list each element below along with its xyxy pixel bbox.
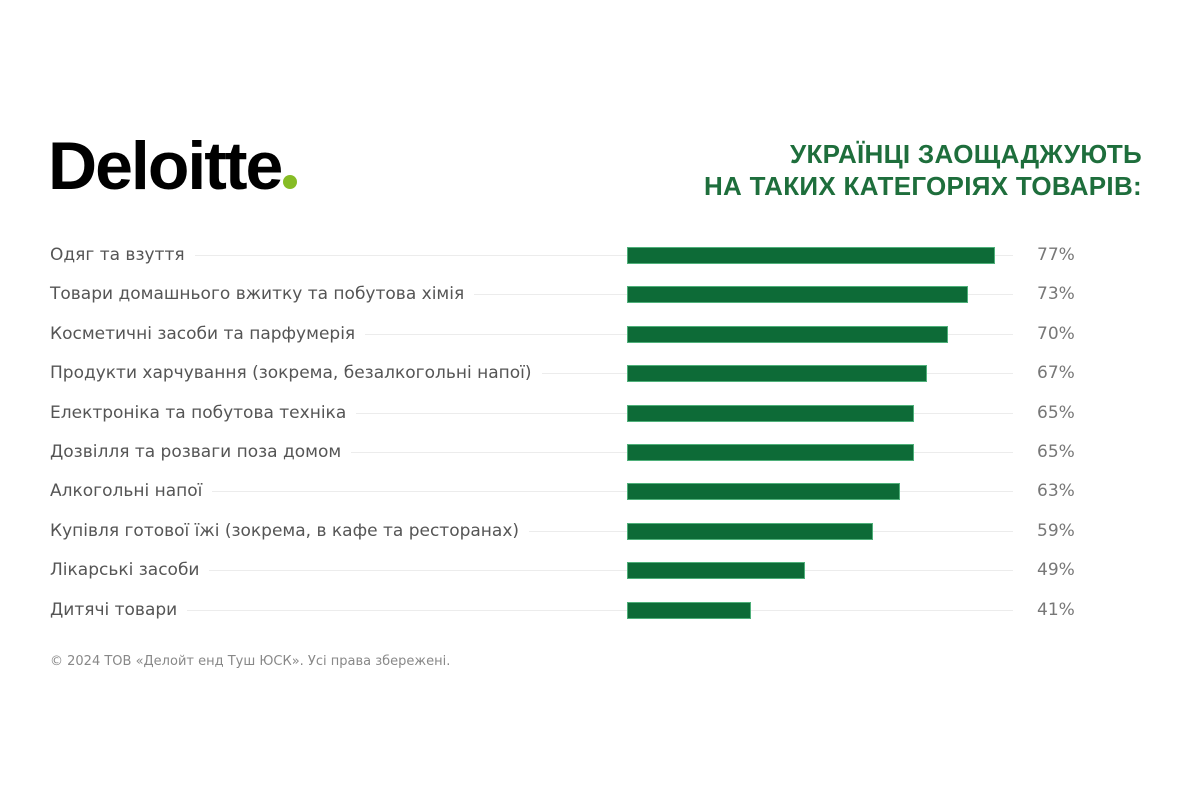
row-gridline: [50, 294, 1013, 296]
category-label: Дозвілля та розваги поза домом: [50, 440, 352, 464]
data-bar: [627, 522, 874, 540]
category-label: Електроніка та побутова техніка: [50, 400, 357, 425]
category-label: Лікарські засоби: [50, 558, 210, 583]
row-gridline: [50, 412, 1013, 414]
data-bar: [627, 601, 752, 619]
row-gridline: [50, 491, 1013, 493]
category-label: Купівля готової їжі (зокрема, в кафе та …: [50, 518, 530, 543]
logo-dot-icon: [283, 175, 298, 189]
copyright-footer: © 2024 ТОВ «Делойт енд Туш ЮСК». Усі пра…: [50, 654, 451, 669]
category-label: Одяг та взуття: [50, 243, 195, 267]
value-label: 65%: [1033, 400, 1075, 425]
value-label: 41%: [1033, 597, 1075, 622]
data-bar: [627, 444, 914, 461]
chart-title-line-2: НА ТАКИХ КАТЕГОРІЯХ ТОВАРІВ:: [703, 171, 1142, 201]
chart-row: Лікарські засоби 49%: [0, 558, 1200, 583]
chart-title: УКРАЇНЦІ ЗАОЩАДЖУЮТЬ НА ТАКИХ КАТЕГОРІЯХ…: [704, 138, 1142, 202]
row-gridline: [50, 609, 1013, 611]
value-label: 49%: [1033, 558, 1075, 583]
category-label: Косметичні засоби та парфумерія: [50, 321, 366, 346]
value-label: 67%: [1033, 361, 1075, 386]
chart-row: Електроніка та побутова техніка 65%: [0, 400, 1200, 425]
category-label: Алкогольні напої: [50, 479, 213, 504]
value-label: 65%: [1033, 440, 1075, 464]
value-label: 77%: [1033, 243, 1075, 267]
data-bar: [627, 483, 901, 501]
chart-row: Алкогольні напої 63%: [0, 479, 1200, 504]
row-gridline: [50, 333, 1013, 335]
row-gridline: [50, 530, 1013, 532]
chart-title-line-1: УКРАЇНЦІ ЗАОЩАДЖУЮТЬ: [789, 139, 1142, 169]
row-gridline: [50, 570, 1013, 572]
data-bar: [627, 325, 948, 343]
deloitte-logo: Deloitte: [48, 132, 298, 200]
category-label: Товари домашнього вжитку та побутова хім…: [50, 282, 475, 307]
data-bar: [627, 247, 996, 264]
logo-text: Deloitte: [48, 128, 283, 204]
data-bar: [627, 286, 969, 304]
chart-row: Косметичні засоби та парфумерія 70%: [0, 321, 1200, 346]
chart-row: Одяг та взуття 77%: [0, 243, 1200, 267]
chart-row: Продукти харчування (зокрема, безалкогол…: [0, 361, 1200, 386]
category-label: Дитячі товари: [50, 597, 188, 622]
row-gridline: [50, 452, 1013, 453]
chart-row: Дозвілля та розваги поза домом 65%: [0, 440, 1200, 464]
value-label: 70%: [1033, 321, 1075, 346]
data-bar: [627, 365, 928, 383]
chart-row: Купівля готової їжі (зокрема, в кафе та …: [0, 518, 1200, 543]
chart-row: Дитячі товари 41%: [0, 597, 1200, 622]
category-label: Продукти харчування (зокрема, безалкогол…: [50, 361, 542, 386]
value-label: 63%: [1033, 479, 1075, 504]
chart-row: Товари домашнього вжитку та побутова хім…: [0, 282, 1200, 307]
data-bar: [627, 562, 806, 580]
row-gridline: [50, 255, 1013, 256]
value-label: 73%: [1033, 282, 1075, 307]
data-bar: [627, 404, 914, 422]
value-label: 59%: [1033, 518, 1075, 543]
